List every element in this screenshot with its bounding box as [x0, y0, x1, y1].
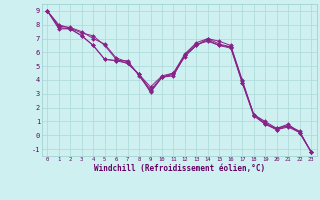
X-axis label: Windchill (Refroidissement éolien,°C): Windchill (Refroidissement éolien,°C)	[94, 164, 265, 173]
